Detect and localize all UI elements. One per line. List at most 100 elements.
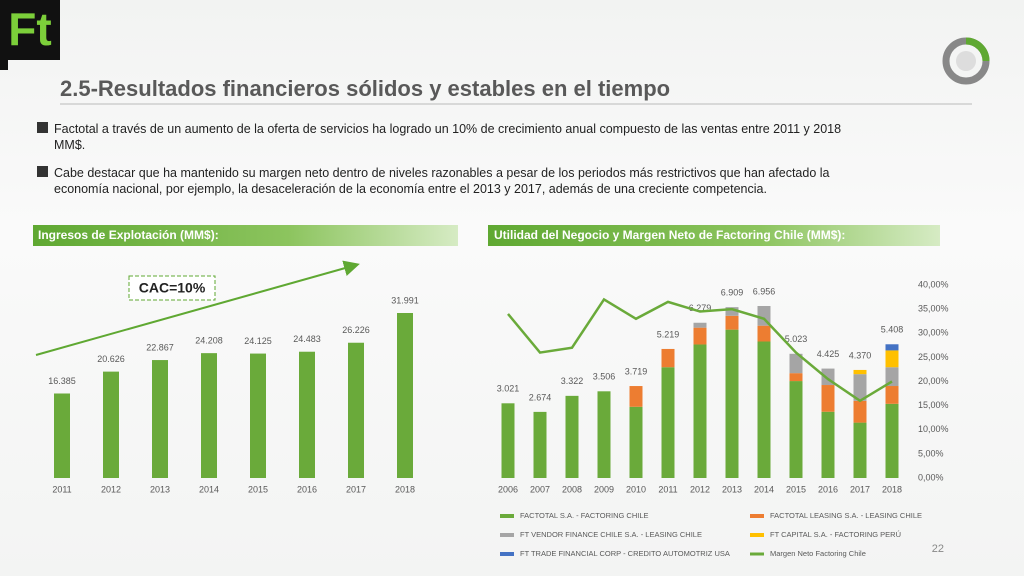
value-label: 16.385 (48, 376, 76, 386)
total-label: 3.021 (497, 384, 520, 394)
bar-segment (789, 381, 803, 478)
bar (103, 371, 119, 478)
bar-segment (885, 386, 899, 404)
x-tick-label: 2018 (395, 484, 415, 494)
bar-segment (693, 327, 707, 345)
value-label: 24.125 (244, 336, 272, 346)
legend-label: FT VENDOR FINANCE CHILE S.A. - LEASING C… (520, 530, 702, 539)
total-label: 2.674 (529, 392, 552, 402)
x-tick-label: 2016 (297, 484, 317, 494)
bar-segment (629, 386, 643, 407)
total-label: 3.719 (625, 366, 648, 376)
x-tick-label: 2016 (818, 484, 838, 494)
bar-segment (853, 369, 867, 375)
legend-label: FACTOTAL LEASING S.A. - LEASING CHILE (770, 511, 922, 520)
x-tick-label: 2015 (248, 484, 268, 494)
x-tick-label: 2014 (754, 484, 774, 494)
bar-segment (629, 406, 643, 478)
x-tick-label: 2011 (52, 484, 71, 494)
slide-title: 2.5-Resultados financieros sólidos y est… (60, 76, 670, 101)
page-number: 22 (932, 543, 944, 555)
y2-tick-label: 15,00% (918, 400, 949, 410)
bar-segment (885, 367, 899, 387)
legend-swatch (500, 533, 514, 537)
x-tick-label: 2018 (882, 484, 902, 494)
bullet-icon (37, 122, 48, 133)
bar (201, 353, 217, 478)
total-label: 5.023 (785, 334, 808, 344)
chart-header (33, 225, 458, 246)
x-tick-label: 2010 (626, 484, 646, 494)
value-label: 22.867 (146, 342, 174, 352)
total-label: 3.506 (593, 372, 616, 382)
bar-segment (789, 373, 803, 382)
total-label: 5.219 (657, 329, 680, 339)
logo-foot (0, 60, 8, 70)
total-label: 5.408 (881, 325, 904, 335)
bar-segment (821, 385, 835, 412)
x-tick-label: 2012 (690, 484, 710, 494)
x-tick-label: 2011 (658, 484, 677, 494)
bar (250, 353, 266, 478)
x-tick-label: 2017 (346, 484, 366, 494)
bullet-icon (37, 166, 48, 177)
x-tick-label: 2007 (530, 484, 550, 494)
value-label: 24.483 (293, 334, 321, 344)
bar-segment (565, 395, 579, 478)
value-label: 31.991 (391, 295, 419, 305)
y2-tick-label: 5,00% (918, 448, 944, 458)
x-tick-label: 2012 (101, 484, 121, 494)
legend-swatch (750, 533, 764, 537)
bar-segment (885, 403, 899, 478)
total-label: 6.279 (689, 303, 712, 313)
bar-segment (661, 348, 675, 368)
bar (54, 393, 70, 478)
bar-segment (693, 322, 707, 328)
bar-segment (725, 329, 739, 478)
x-tick-label: 2013 (150, 484, 170, 494)
bar-segment (853, 374, 867, 401)
legend-label: FACTOTAL S.A. - FACTORING CHILE (520, 511, 649, 520)
logo: Ft (8, 3, 51, 55)
bar (397, 313, 413, 478)
x-tick-label: 2008 (562, 484, 582, 494)
bar-segment (661, 367, 675, 478)
y2-tick-label: 35,00% (918, 304, 949, 314)
total-label: 3.322 (561, 376, 584, 386)
legend-label: FT TRADE FINANCIAL CORP - CREDITO AUTOMO… (520, 549, 730, 558)
y2-tick-label: 20,00% (918, 376, 949, 386)
logo-box (0, 0, 60, 60)
total-label: 6.956 (753, 286, 776, 296)
x-tick-label: 2006 (498, 484, 518, 494)
y2-tick-label: 40,00% (918, 279, 949, 289)
bar-segment (853, 422, 867, 478)
bar (299, 351, 315, 478)
x-tick-label: 2013 (722, 484, 742, 494)
bar-segment (533, 411, 547, 478)
bar-segment (725, 307, 739, 316)
bar-segment (853, 400, 867, 423)
bar (152, 360, 168, 478)
corner-icon (942, 37, 990, 85)
chart-header (488, 225, 940, 246)
bar-segment (789, 353, 803, 374)
bar-segment (757, 341, 771, 478)
bar-segment (597, 391, 611, 478)
annotation-box (128, 275, 216, 301)
trend-arrow (35, 260, 360, 356)
bar-segment (757, 325, 771, 342)
value-label: 26.226 (342, 325, 370, 335)
value-label: 20.626 (97, 354, 125, 364)
x-tick-label: 2015 (786, 484, 806, 494)
bar-segment (725, 315, 739, 330)
x-tick-label: 2014 (199, 484, 219, 494)
legend-swatch (500, 514, 514, 518)
x-tick-label: 2017 (850, 484, 870, 494)
bar-segment (885, 350, 899, 368)
bar (348, 342, 364, 478)
y2-tick-label: 0,00% (918, 472, 944, 482)
bar-segment (693, 344, 707, 478)
value-label: 24.208 (195, 336, 223, 346)
legend-label: Margen Neto Factoring Chile (770, 549, 866, 558)
